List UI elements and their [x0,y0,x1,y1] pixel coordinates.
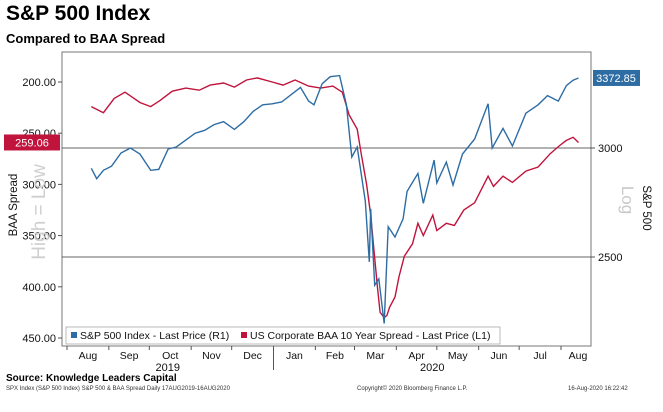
series-line-baa-spread [90,77,579,319]
month-label: Sep [120,350,139,362]
legend-swatch-baa [241,332,247,338]
legend-swatch-sp500 [71,332,77,338]
month-label: May [448,350,469,362]
left-tick-label: 450.00 [22,333,56,345]
legend-box [65,326,501,345]
month-label: Jan [286,350,303,362]
plot-area [61,51,592,347]
last-value-tag-baa [4,134,60,151]
chart-title: S&P 500 Index [6,2,151,25]
year-label: 2020 [420,362,444,374]
left-tick-label: 200.00 [22,77,56,89]
month-label: Jun [490,350,507,362]
month-label: Aug [569,350,588,362]
month-label: Aug [79,350,98,362]
chart-subtitle: Compared to BAA Spread [6,31,166,46]
log-scale-watermark: Log [618,186,637,214]
month-label: Dec [243,350,262,362]
right-axis-title: S&P 500 [640,185,652,230]
left-tick-label: 400.00 [22,282,56,294]
left-tick-label: 350.00 [22,231,56,243]
right-tick-label: 2500 [598,252,622,264]
footer-copyright: Copyright© 2020 Bloomberg Finance L.P. [357,386,468,392]
month-label: Oct [162,350,178,362]
month-label: Nov [202,350,221,362]
month-label: Jul [533,350,546,362]
series-line-sp500 [90,74,579,324]
source-note: Source: Knowledge Leaders Capital [6,373,177,384]
legend-label-baa: US Corporate BAA 10 Year Spread - Last P… [250,330,490,342]
last-value-label-sp500: 3372.85 [596,73,636,85]
last-value-tag-sp500 [593,69,640,86]
footer-timestamp: 16-Aug-2020 16:22:42 [568,386,628,392]
left-tick-label: 300.00 [22,179,56,191]
month-label: Mar [366,350,385,362]
right-tick-label: 3000 [598,143,622,155]
footer-left: SPX Index (S&P 500 Index) S&P 500 & BAA … [6,386,230,392]
month-label: Feb [326,350,344,362]
last-value-label-baa: 259.06 [15,137,49,149]
year-label: 2019 [156,362,180,374]
left-axis-title: BAA Spread [8,174,20,237]
legend-label-sp500: S&P 500 Index - Last Price (R1) [80,330,229,342]
overlay-watermark: High = Low [29,164,50,260]
month-label: Apr [408,350,425,362]
